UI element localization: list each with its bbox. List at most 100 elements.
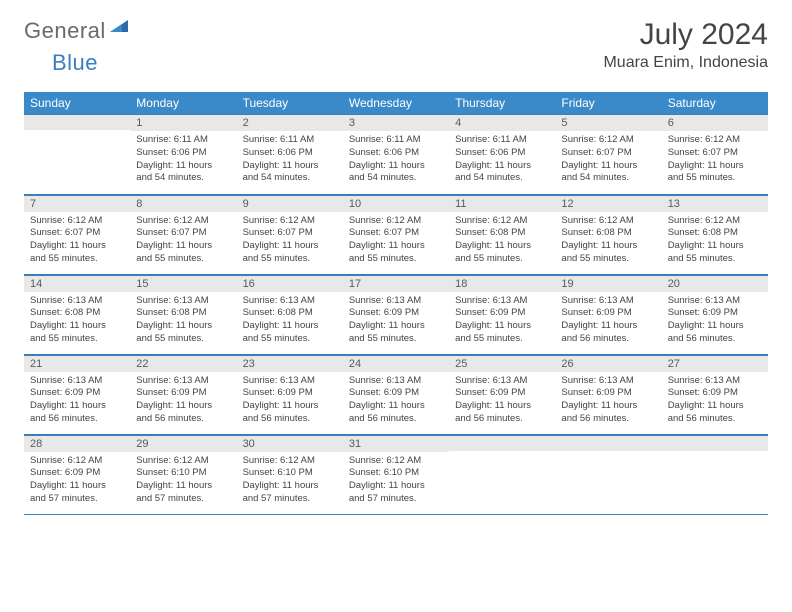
calendar-cell: 17Sunrise: 6:13 AMSunset: 6:09 PMDayligh… bbox=[343, 274, 449, 354]
daylight-text-line1: Daylight: 11 hours bbox=[243, 480, 337, 493]
daylight-text-line2: and 56 minutes. bbox=[561, 413, 655, 426]
daylight-text-line1: Daylight: 11 hours bbox=[243, 320, 337, 333]
calendar-week-row: 7 Sunrise: 6:12 AM Sunset: 6:07 PM Daylight… bbox=[24, 194, 768, 274]
sunrise-text: Sunrise: 6:13 AM bbox=[243, 375, 337, 388]
day-number: 9 bbox=[237, 195, 343, 212]
cell-body: Sunrise: 6:12 AMSunset: 6:08 PMDaylight:… bbox=[449, 212, 555, 270]
cell-body: Sunrise: 6:13 AMSunset: 6:08 PMDaylight:… bbox=[237, 292, 343, 350]
daylight-text-line1: Daylight: 11 hours bbox=[136, 160, 230, 173]
daylight-text-line1: Daylight: 11 hours bbox=[455, 240, 549, 253]
day-number: 15 bbox=[130, 275, 236, 292]
sunset-text: Sunset: 6:08 PM bbox=[455, 227, 549, 240]
cell-body: Sunrise: 6:13 AMSunset: 6:09 PMDaylight:… bbox=[555, 372, 661, 430]
calendar-cell: 16Sunrise: 6:13 AMSunset: 6:08 PMDayligh… bbox=[237, 274, 343, 354]
sunrise-text: Sunrise: 6:13 AM bbox=[455, 295, 549, 308]
day-number: 12 bbox=[555, 195, 661, 212]
sunrise-text: Sunrise: 6:12 AM bbox=[243, 455, 337, 468]
sunrise-text: Sunrise: 6:11 AM bbox=[455, 134, 549, 147]
sunset-text: Sunset: 6:10 PM bbox=[136, 467, 230, 480]
daylight-text-line2: and 56 minutes. bbox=[668, 333, 762, 346]
cell-body: Sunrise: 6:12 AMSunset: 6:10 PMDaylight:… bbox=[130, 452, 236, 510]
sunrise-text: Sunrise: 6:11 AM bbox=[349, 134, 443, 147]
calendar-body: 1Sunrise: 6:11 AMSunset: 6:06 PMDaylight… bbox=[24, 114, 768, 514]
calendar-cell: 7Sunrise: 6:12 AMSunset: 6:07 PMDaylight… bbox=[24, 194, 130, 274]
calendar-cell: 12 Sunrise: 6:12 AMSunset: 6:08 PMDayligh… bbox=[555, 194, 661, 274]
day-number: 19 bbox=[555, 275, 661, 292]
daylight-text-line2: and 55 minutes. bbox=[561, 253, 655, 266]
daylight-text-line1: Daylight: 11 hours bbox=[561, 240, 655, 253]
daylight-text-line1: Daylight: 11 hours bbox=[30, 240, 124, 253]
daylight-text-line2: and 54 minutes. bbox=[349, 172, 443, 185]
daylight-text-line2: and 55 minutes. bbox=[30, 333, 124, 346]
sunset-text: Sunset: 6:07 PM bbox=[136, 227, 230, 240]
day-number: 31 bbox=[343, 435, 449, 452]
sunset-text: Sunset: 6:09 PM bbox=[30, 387, 124, 400]
daylight-text-line2: and 57 minutes. bbox=[30, 493, 124, 506]
day-number: 2 bbox=[237, 114, 343, 131]
sunset-text: Sunset: 6:09 PM bbox=[668, 307, 762, 320]
calendar-cell: 1Sunrise: 6:11 AMSunset: 6:06 PMDaylight… bbox=[130, 114, 236, 194]
sunset-text: Sunset: 6:08 PM bbox=[561, 227, 655, 240]
day-number: 7 bbox=[24, 195, 130, 212]
day-number: 29 bbox=[130, 435, 236, 452]
calendar-cell: 3Sunrise: 6:11 AMSunset: 6:06 PMDaylight… bbox=[343, 114, 449, 194]
cell-body: Sunrise: 6:13 AMSunset: 6:09 PMDaylight:… bbox=[662, 372, 768, 430]
day-number: 22 bbox=[130, 355, 236, 372]
sunrise-text: Sunrise: 6:13 AM bbox=[561, 375, 655, 388]
calendar-cell: 28Sunrise: 6:12 AMSunset: 6:09 PMDayligh… bbox=[24, 434, 130, 514]
sunrise-text: Sunrise: 6:12 AM bbox=[30, 455, 124, 468]
daylight-text-line1: Daylight: 11 hours bbox=[30, 400, 124, 413]
calendar-cell: 24Sunrise: 6:13 AMSunset: 6:09 PMDayligh… bbox=[343, 354, 449, 434]
month-title: July 2024 bbox=[603, 18, 768, 52]
day-number: 8 bbox=[130, 195, 236, 212]
cell-body: Sunrise: 6:13 AMSunset: 6:09 PMDaylight:… bbox=[343, 372, 449, 430]
calendar-table: Sunday Monday Tuesday Wednesday Thursday… bbox=[24, 92, 768, 515]
daylight-text-line1: Daylight: 11 hours bbox=[30, 480, 124, 493]
calendar-cell: 29Sunrise: 6:12 AMSunset: 6:10 PMDayligh… bbox=[130, 434, 236, 514]
daylight-text-line2: and 55 minutes. bbox=[243, 253, 337, 266]
sunset-text: Sunset: 6:09 PM bbox=[30, 467, 124, 480]
calendar-cell: 10Sunrise: 6:12 AMSunset: 6:07 PMDayligh… bbox=[343, 194, 449, 274]
daylight-text-line2: and 56 minutes. bbox=[136, 413, 230, 426]
cell-body: Sunrise: 6:11 AMSunset: 6:06 PMDaylight:… bbox=[343, 131, 449, 189]
sunset-text: Sunset: 6:09 PM bbox=[349, 387, 443, 400]
sunrise-text: Sunrise: 6:12 AM bbox=[561, 215, 655, 228]
calendar-cell: 5Sunrise: 6:12 AMSunset: 6:07 PMDaylight… bbox=[555, 114, 661, 194]
daylight-text-line1: Daylight: 11 hours bbox=[349, 400, 443, 413]
daylight-text-line1: Daylight: 11 hours bbox=[561, 320, 655, 333]
daylight-text-line2: and 56 minutes. bbox=[668, 413, 762, 426]
daylight-text-line2: and 57 minutes. bbox=[243, 493, 337, 506]
cell-body: Sunrise: 6:12 AMSunset: 6:10 PMDaylight:… bbox=[237, 452, 343, 510]
day-number: 14 bbox=[24, 275, 130, 292]
daylight-text-line2: and 55 minutes. bbox=[668, 253, 762, 266]
sunrise-text: Sunrise: 6:11 AM bbox=[136, 134, 230, 147]
weekday-header: Sunday bbox=[24, 92, 130, 114]
day-number: 20 bbox=[662, 275, 768, 292]
cell-body: Sunrise: 6:12 AMSunset: 6:07 PMDaylight:… bbox=[662, 131, 768, 189]
daylight-text-line2: and 56 minutes. bbox=[243, 413, 337, 426]
sunrise-text: Sunrise: 6:13 AM bbox=[668, 375, 762, 388]
sunset-text: Sunset: 6:09 PM bbox=[349, 307, 443, 320]
calendar-cell: 6Sunrise: 6:12 AMSunset: 6:07 PMDaylight… bbox=[662, 114, 768, 194]
daylight-text-line1: Daylight: 11 hours bbox=[243, 400, 337, 413]
sunrise-text: Sunrise: 6:13 AM bbox=[136, 375, 230, 388]
calendar-week-row: 14Sunrise: 6:13 AMSunset: 6:08 PMDayligh… bbox=[24, 274, 768, 354]
daylight-text-line1: Daylight: 11 hours bbox=[136, 400, 230, 413]
daylight-text-line2: and 54 minutes. bbox=[561, 172, 655, 185]
sunset-text: Sunset: 6:09 PM bbox=[455, 387, 549, 400]
sunset-text: Sunset: 6:08 PM bbox=[668, 227, 762, 240]
calendar-cell: 21Sunrise: 6:13 AMSunset: 6:09 PMDayligh… bbox=[24, 354, 130, 434]
cell-body: Sunrise: 6:13 AMSunset: 6:09 PMDaylight:… bbox=[237, 372, 343, 430]
cell-body: Sunrise: 6:12 AMSunset: 6:10 PMDaylight:… bbox=[343, 452, 449, 510]
sunset-text: Sunset: 6:08 PM bbox=[136, 307, 230, 320]
daylight-text-line2: and 55 minutes. bbox=[668, 172, 762, 185]
daylight-text-line2: and 54 minutes. bbox=[136, 172, 230, 185]
day-number: 16 bbox=[237, 275, 343, 292]
day-number: 13 bbox=[662, 195, 768, 212]
daylight-text-line2: and 55 minutes. bbox=[455, 333, 549, 346]
logo-text-blue: Blue bbox=[52, 50, 98, 75]
sunset-text: Sunset: 6:06 PM bbox=[243, 147, 337, 160]
calendar-cell: 26Sunrise: 6:13 AMSunset: 6:09 PMDayligh… bbox=[555, 354, 661, 434]
daylight-text-line2: and 55 minutes. bbox=[455, 253, 549, 266]
daylight-text-line2: and 56 minutes. bbox=[455, 413, 549, 426]
